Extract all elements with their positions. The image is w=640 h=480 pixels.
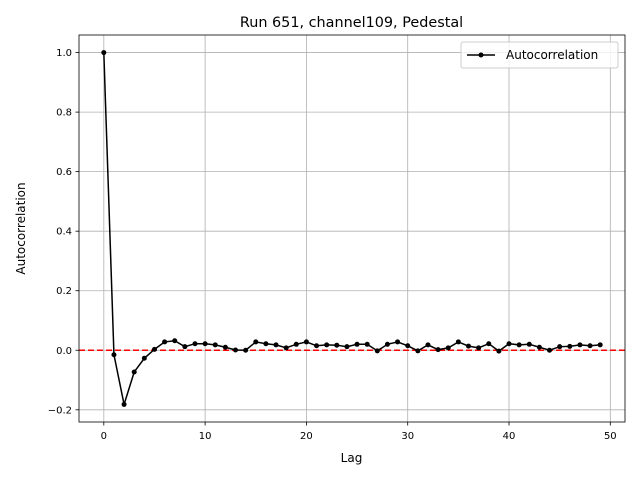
data-point <box>243 347 249 353</box>
data-point <box>182 344 188 350</box>
data-point <box>384 341 390 347</box>
data-point <box>476 345 482 351</box>
grid <box>79 35 625 422</box>
y-tick-label: 0.8 <box>56 108 72 119</box>
x-axis-label: Lag <box>341 451 363 465</box>
y-tick-label: 0.2 <box>56 286 72 297</box>
plot-frame <box>78 34 626 423</box>
data-point <box>233 347 239 353</box>
y-tick-label: 0.0 <box>56 346 72 357</box>
series-line-autocorrelation <box>103 52 601 405</box>
data-point <box>587 343 593 349</box>
data-point <box>151 346 157 352</box>
data-point <box>435 347 441 353</box>
data-point <box>455 339 461 345</box>
data-point <box>222 344 228 350</box>
data-point <box>526 341 532 347</box>
data-point <box>344 344 350 350</box>
data-point <box>486 341 492 347</box>
data-point <box>516 342 522 348</box>
y-tick-label: 0.4 <box>56 227 72 238</box>
axis-ticks: 0 10 20 30 40 50 −0.2 0.0 0.2 0.4 0.6 0.8 1.0 <box>48 48 617 442</box>
y-tick-label: 0.6 <box>56 167 72 178</box>
data-point <box>273 342 279 348</box>
data-point <box>405 343 411 349</box>
data-point <box>364 341 370 347</box>
data-point <box>536 344 542 350</box>
data-point <box>162 339 168 345</box>
data-point <box>496 348 502 354</box>
data-point <box>425 342 431 348</box>
x-tick-label: 30 <box>401 431 414 442</box>
data-point <box>334 342 340 348</box>
legend-marker-swatch <box>478 52 484 58</box>
y-tick-label: 1.0 <box>56 48 72 59</box>
x-tick-label: 50 <box>604 431 617 442</box>
chart-title: Run 651, channel109, Pedestal <box>240 15 463 31</box>
data-point <box>567 343 573 349</box>
x-tick-label: 40 <box>503 431 516 442</box>
data-point <box>354 341 360 347</box>
data-points <box>101 50 603 407</box>
y-axis-label: Autocorrelation <box>14 182 28 274</box>
data-point <box>597 342 603 348</box>
data-point <box>101 50 107 56</box>
data-point <box>121 401 127 407</box>
x-tick-label: 10 <box>199 431 212 442</box>
x-tick-label: 20 <box>300 431 313 442</box>
data-point <box>293 341 299 347</box>
data-point <box>395 339 401 345</box>
data-point <box>202 341 208 347</box>
legend: Autocorrelation <box>460 41 619 69</box>
data-point <box>172 338 178 344</box>
data-point <box>131 369 137 375</box>
data-point <box>283 345 289 351</box>
x-tick-label: 0 <box>101 431 107 442</box>
data-point <box>445 345 451 351</box>
data-point <box>141 355 147 361</box>
data-point <box>324 342 330 348</box>
data-point <box>303 339 309 345</box>
y-tick-label: −0.2 <box>48 405 72 416</box>
data-point <box>465 343 471 349</box>
data-point <box>212 342 218 348</box>
data-point <box>506 341 512 347</box>
data-point <box>577 342 583 348</box>
legend-box <box>460 41 619 69</box>
data-point <box>314 343 320 349</box>
data-point <box>374 348 380 354</box>
data-point <box>263 341 269 347</box>
data-point <box>111 352 117 358</box>
data-point <box>253 339 259 345</box>
legend-label: Autocorrelation <box>506 48 598 62</box>
data-point <box>192 341 198 347</box>
data-point <box>547 347 553 353</box>
data-point <box>415 348 421 354</box>
data-point <box>557 344 563 350</box>
